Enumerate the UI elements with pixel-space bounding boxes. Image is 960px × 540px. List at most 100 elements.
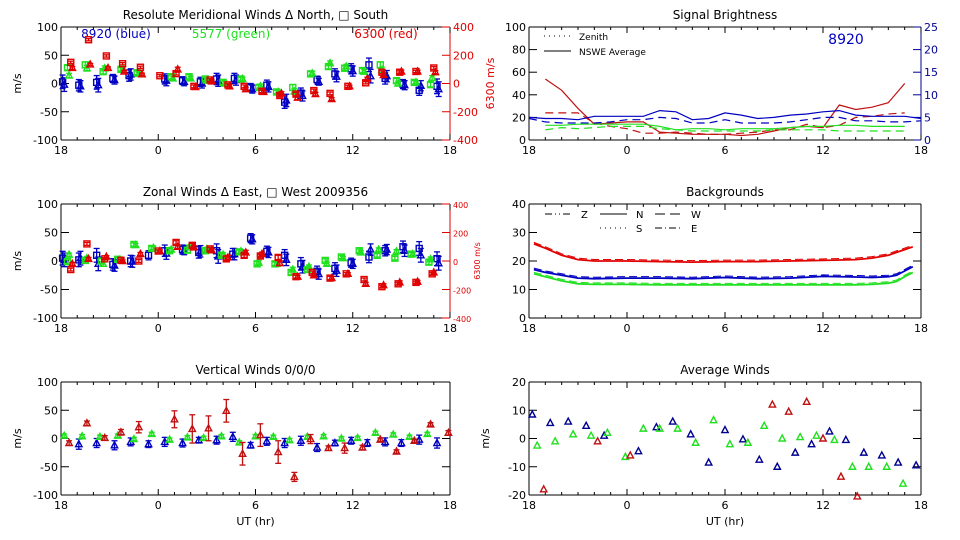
series-red: [533, 241, 914, 264]
square-marker: [292, 272, 300, 281]
data-point: [444, 427, 453, 437]
x-tick-label: 18: [54, 144, 68, 157]
y-tick-label: 50: [44, 227, 58, 240]
square-marker: [188, 241, 196, 250]
triangle-marker: [877, 450, 887, 459]
chart-meridional: Resolute Meridional Winds Δ North, □ Sou…: [11, 8, 497, 157]
series-green-dash: [545, 125, 905, 132]
series-green: [533, 270, 914, 286]
data-point: [686, 429, 696, 438]
data-point: [238, 441, 247, 466]
series-line: [545, 125, 905, 132]
color-key-label: 8920 (blue): [81, 27, 151, 41]
data-point: [178, 76, 187, 86]
triangle-marker: [110, 440, 119, 449]
square-marker: [347, 259, 355, 267]
data-point: [673, 423, 682, 432]
data-point: [691, 437, 700, 446]
triangle-marker: [795, 432, 805, 441]
data-point: [725, 439, 735, 448]
data-point: [412, 67, 420, 76]
triangle-marker: [397, 438, 406, 447]
x-tick-label: 18: [914, 322, 928, 335]
x-tick-label: 18: [522, 499, 536, 512]
data-point: [893, 457, 903, 466]
triangle-marker: [427, 72, 437, 82]
x-tick-label: 18: [54, 322, 68, 335]
data-point: [433, 251, 441, 267]
triangle-marker: [409, 435, 419, 444]
y-axis-label: m/s: [479, 428, 492, 448]
x-tick-label: 6: [252, 144, 259, 157]
square-marker: [358, 66, 367, 75]
triangle-marker: [183, 432, 192, 441]
square-marker: [425, 258, 433, 266]
triangle-marker: [848, 461, 857, 470]
triangle-marker: [691, 437, 700, 446]
data-point: [144, 439, 153, 449]
square-marker: [237, 75, 245, 83]
triangle-marker: [841, 434, 851, 444]
y-tick-label: 50: [44, 404, 58, 417]
square-marker: [224, 81, 232, 89]
data-point: [82, 418, 92, 427]
series-6300: [539, 396, 862, 500]
data-point: [852, 491, 862, 500]
data-point: [326, 89, 334, 98]
square-marker: [172, 238, 180, 247]
data-point: [306, 70, 315, 78]
y-tick-label: 100: [37, 376, 58, 389]
x-tick-label: 6: [252, 322, 259, 335]
data-point: [58, 74, 67, 90]
data-point: [362, 79, 370, 87]
data-point: [426, 419, 435, 428]
data-point: [217, 431, 226, 440]
square-marker: [313, 75, 321, 84]
triangle-marker: [893, 457, 903, 466]
data-point: [355, 247, 363, 255]
data-point: [75, 78, 83, 92]
data-point: [532, 440, 542, 449]
data-point: [297, 256, 305, 271]
square-marker: [415, 86, 423, 94]
triangle-marker: [405, 431, 414, 441]
chart-vertical: Vertical Winds 0/0/018 0 6 12 18-100-5005010…: [11, 363, 457, 528]
triangle-marker: [273, 447, 283, 456]
color-key-label: 5577 (green): [192, 27, 270, 41]
triangle-marker: [859, 447, 869, 456]
x-tick-label: 6: [722, 322, 729, 335]
square-marker: [391, 254, 399, 262]
y-tick-label-right: -200: [453, 287, 471, 296]
y-tick-label: 0: [519, 433, 526, 446]
data-point: [85, 59, 95, 68]
data-point: [432, 437, 442, 449]
x-tick-label: 18: [54, 499, 68, 512]
data-point: [410, 78, 419, 87]
triangle-marker: [67, 62, 77, 72]
data-point: [185, 73, 193, 81]
series-line: [533, 271, 914, 286]
triangle-marker: [212, 435, 221, 444]
triangle-marker: [246, 440, 256, 449]
data-point: [183, 432, 192, 441]
x-tick-label: 12: [346, 144, 360, 157]
triangle-marker: [136, 248, 145, 258]
legend-label: NSWE Average: [579, 48, 646, 58]
triangle-marker: [720, 425, 730, 434]
triangle-marker: [95, 431, 105, 441]
square-marker: [253, 260, 261, 268]
triangle-marker: [911, 460, 921, 469]
data-point: [103, 62, 113, 72]
data-point: [378, 68, 386, 76]
triangle-marker: [144, 439, 153, 448]
data-point: [237, 75, 245, 83]
data-point: [285, 435, 294, 444]
triangle-marker: [358, 442, 367, 451]
triangle-marker: [361, 278, 371, 287]
triangle-marker: [621, 451, 630, 461]
triangle-marker: [754, 454, 764, 463]
square-marker: [109, 74, 117, 83]
x-tick-label: 18: [443, 322, 457, 335]
square-marker: [381, 247, 389, 255]
